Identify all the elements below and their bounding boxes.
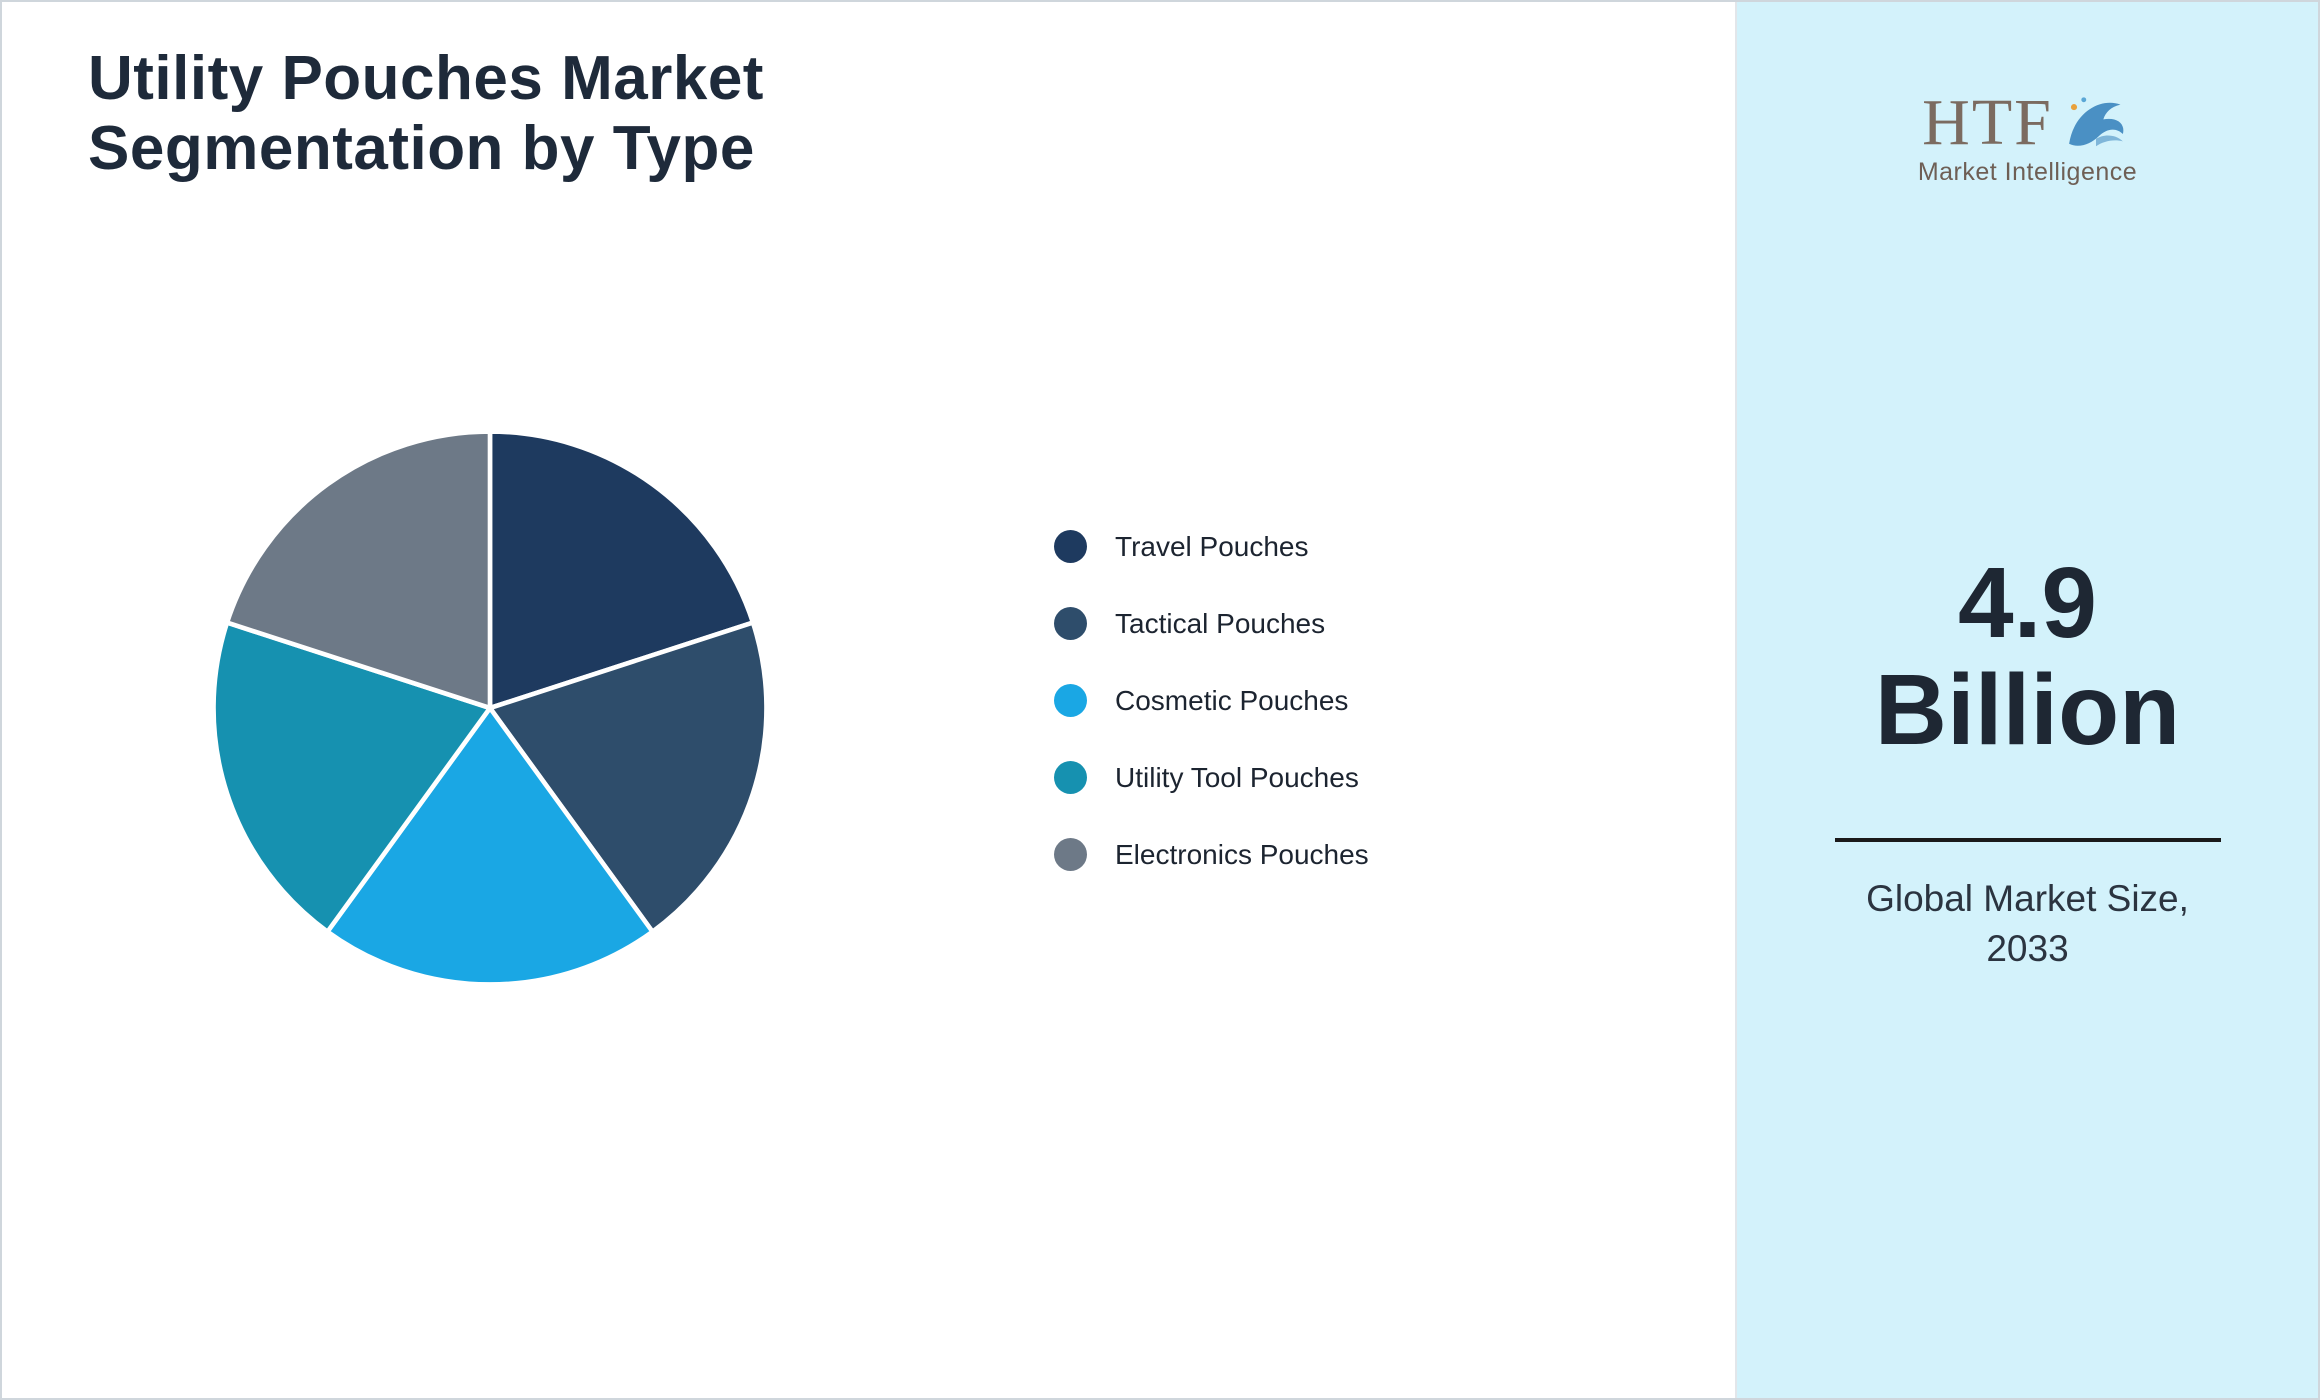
legend-item-travel-pouches: Travel Pouches: [1054, 530, 1369, 563]
page-title: Utility Pouches Market Segmentation by Ty…: [88, 44, 764, 184]
pie-slice-tactical-pouches: [487, 620, 769, 934]
brand-logo-subtext: Market Intelligence: [1917, 158, 2138, 186]
market-size-value: 4.9 Billion: [1737, 550, 2318, 764]
market-size-caption: Global Market Size, 2033: [1737, 874, 2318, 974]
market-size-unit: Billion: [1874, 654, 2181, 766]
market-size-caption-line1: Global Market Size,: [1866, 878, 2189, 919]
pie-slice-travel-pouches: [487, 429, 756, 711]
dolphin-logo-icon: [2068, 97, 2124, 147]
pie-slice-utility-tool-pouches: [211, 620, 493, 934]
market-size-number: 4.9: [1957, 547, 2097, 659]
pie-chart-svg: [211, 429, 769, 987]
legend-item-tactical-pouches: Tactical Pouches: [1054, 607, 1369, 640]
legend-label: Electronics Pouches: [1115, 838, 1369, 870]
legend-dot-icon: [1054, 607, 1087, 640]
pie-slice-electronics-pouches: [224, 429, 493, 711]
market-size-caption-line2: 2033: [1986, 927, 2069, 969]
legend-dot-icon: [1054, 684, 1087, 717]
legend-item-cosmetic-pouches: Cosmetic Pouches: [1054, 684, 1369, 717]
legend-label: Tactical Pouches: [1115, 607, 1326, 639]
legend-dot-icon: [1054, 761, 1087, 794]
pie-chart: [202, 420, 778, 996]
legend-item-utility-tool-pouches: Utility Tool Pouches: [1054, 761, 1369, 794]
chart-area: Utility Pouches Market Segmentation by Ty…: [2, 2, 1735, 1398]
pie-slice-cosmetic-pouches: [325, 705, 655, 987]
legend-item-electronics-pouches: Electronics Pouches: [1054, 838, 1369, 871]
divider-line: [1834, 838, 2221, 842]
brand-logo-text: HTF: [1922, 86, 2053, 159]
page-title-line2: Segmentation by Type: [88, 114, 755, 184]
brand-logo: HTF Market Intelligence: [1737, 90, 2318, 187]
page-title-line1: Utility Pouches Market: [88, 44, 764, 113]
legend-label: Cosmetic Pouches: [1115, 684, 1349, 716]
sidebar: HTF Market Intelligence 4.9 Billion Glob…: [1735, 2, 2318, 1398]
legend-dot-icon: [1054, 838, 1087, 871]
legend-dot-icon: [1054, 530, 1087, 563]
brand-logo-row: HTF: [1737, 90, 2318, 156]
legend: Travel Pouches Tactical Pouches Cosmetic P…: [1054, 530, 1369, 871]
legend-label: Travel Pouches: [1115, 530, 1309, 562]
legend-label: Utility Tool Pouches: [1115, 761, 1359, 793]
